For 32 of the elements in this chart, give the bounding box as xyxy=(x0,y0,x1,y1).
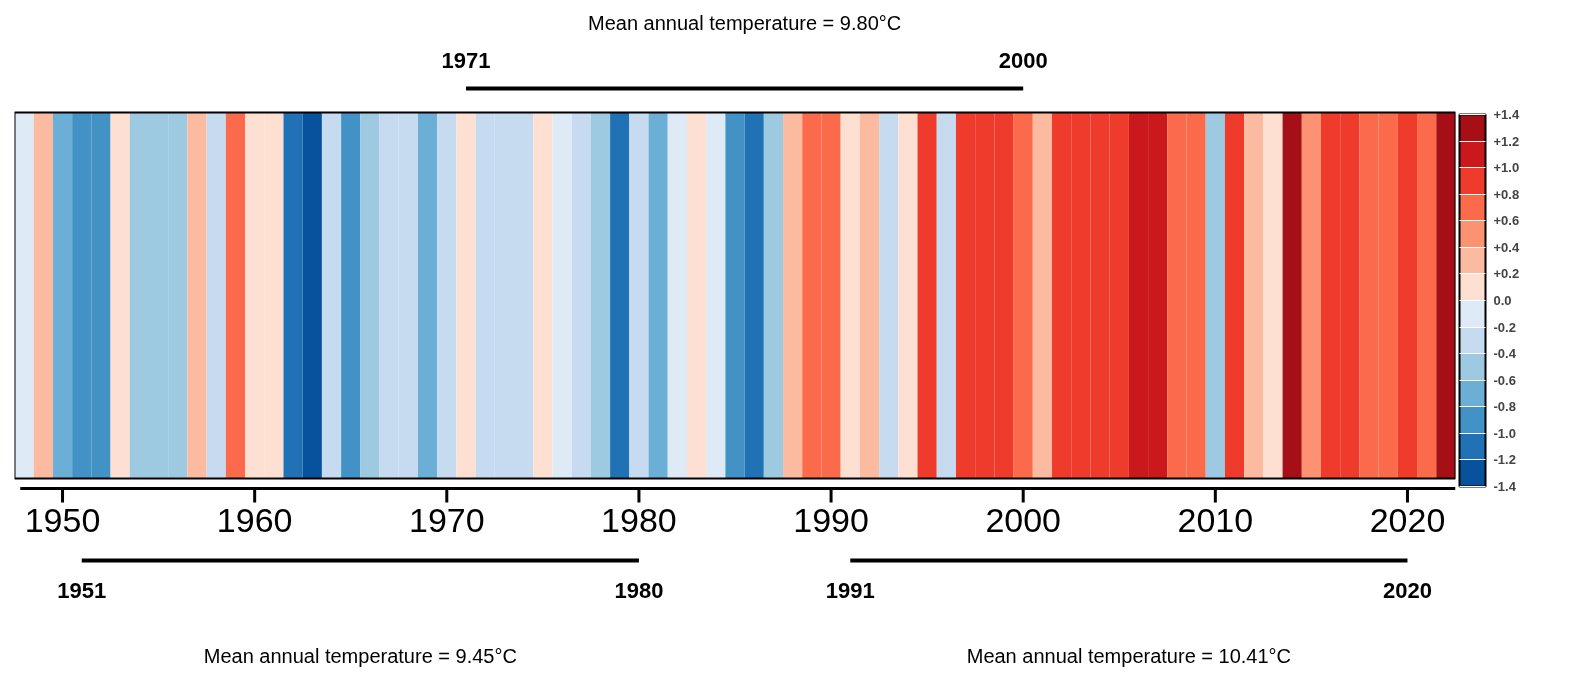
x-tick-label: 1950 xyxy=(24,501,101,539)
text: 1991 xyxy=(825,578,875,603)
color-bar-label: +0.2 xyxy=(1493,266,1520,282)
color-bar-label: +0.8 xyxy=(1493,186,1520,202)
color-bar-label: +0.4 xyxy=(1493,239,1520,255)
color-bar-label: -1.4 xyxy=(1493,479,1517,494)
color-bar-label: +0.6 xyxy=(1493,213,1520,229)
text: 2000 xyxy=(998,48,1048,73)
color-bar-label: -0.2 xyxy=(1493,319,1516,335)
color-bar-label: -1.2 xyxy=(1493,452,1516,468)
x-tick-label: 1980 xyxy=(601,501,677,539)
text: 2020 xyxy=(1383,578,1432,603)
color-bar-label: -0.4 xyxy=(1493,346,1517,362)
color-bar-label: -1.0 xyxy=(1493,425,1516,441)
x-tick-label: 1970 xyxy=(408,501,485,539)
x-tick-label: 2010 xyxy=(1177,501,1254,539)
x-tick-label: 1960 xyxy=(216,501,293,539)
text: 1951 xyxy=(57,578,107,603)
text: 1971 xyxy=(441,48,491,73)
text: Mean annual temperature = 9.80°C xyxy=(588,11,902,34)
color-bar-label: +1.0 xyxy=(1493,160,1520,176)
color-bar-label: +1.2 xyxy=(1493,133,1520,149)
text: Mean annual temperature = 9.45°C xyxy=(203,644,517,667)
x-tick-label: 2000 xyxy=(985,501,1062,539)
x-tick-label: 2020 xyxy=(1369,501,1446,539)
color-bar-label: +1.4 xyxy=(1493,107,1520,122)
text: 1980 xyxy=(614,578,664,603)
text: Mean annual temperature = 10.41°C xyxy=(966,644,1292,667)
color-bar-label: -0.8 xyxy=(1493,399,1516,415)
x-tick-label: 1990 xyxy=(793,501,869,539)
color-bar-label: 0.0 xyxy=(1493,293,1512,308)
color-bar-label: -0.6 xyxy=(1493,372,1516,388)
